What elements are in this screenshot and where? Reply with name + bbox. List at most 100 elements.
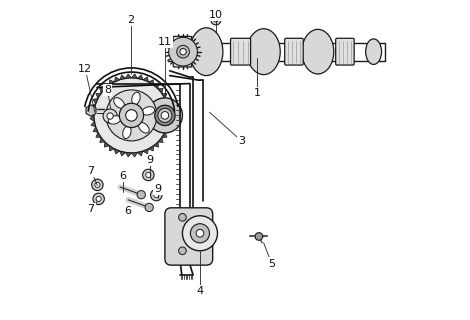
Text: 1: 1 [254, 88, 261, 98]
Polygon shape [137, 151, 143, 156]
Ellipse shape [139, 123, 149, 133]
Text: 9: 9 [154, 184, 162, 194]
Circle shape [106, 90, 157, 141]
Circle shape [95, 182, 100, 188]
FancyBboxPatch shape [173, 36, 192, 67]
Polygon shape [125, 153, 132, 157]
FancyBboxPatch shape [165, 208, 213, 265]
Text: 6: 6 [124, 206, 131, 216]
Polygon shape [104, 84, 110, 89]
Polygon shape [100, 138, 105, 142]
Polygon shape [165, 127, 170, 132]
Circle shape [142, 169, 154, 181]
Circle shape [137, 191, 145, 199]
Circle shape [177, 45, 189, 58]
Ellipse shape [114, 98, 125, 108]
Text: 9: 9 [146, 155, 154, 165]
Circle shape [214, 18, 218, 22]
Polygon shape [93, 98, 98, 104]
Ellipse shape [366, 39, 382, 64]
Polygon shape [137, 75, 143, 80]
Polygon shape [165, 98, 170, 104]
Circle shape [119, 103, 143, 127]
Polygon shape [143, 77, 149, 82]
Polygon shape [132, 74, 137, 78]
FancyBboxPatch shape [336, 38, 354, 65]
Polygon shape [114, 77, 120, 82]
Polygon shape [91, 121, 96, 127]
Circle shape [107, 113, 113, 119]
Text: 7: 7 [87, 204, 94, 214]
Ellipse shape [247, 29, 280, 75]
Polygon shape [91, 104, 96, 109]
Text: 4: 4 [196, 286, 204, 296]
Polygon shape [93, 127, 98, 132]
Polygon shape [100, 88, 105, 93]
Polygon shape [162, 132, 167, 138]
Circle shape [179, 247, 186, 255]
Polygon shape [90, 109, 94, 116]
Ellipse shape [190, 28, 223, 76]
Circle shape [180, 49, 186, 55]
Polygon shape [167, 104, 172, 109]
Text: 6: 6 [119, 171, 126, 181]
Text: 12: 12 [78, 64, 92, 74]
Polygon shape [86, 105, 96, 116]
Polygon shape [120, 75, 125, 80]
Ellipse shape [142, 107, 155, 115]
Circle shape [146, 172, 151, 178]
Polygon shape [149, 146, 154, 151]
Polygon shape [110, 80, 114, 85]
FancyBboxPatch shape [231, 38, 251, 65]
Text: 7: 7 [87, 165, 94, 175]
Circle shape [190, 224, 210, 243]
Polygon shape [96, 93, 101, 98]
Circle shape [169, 37, 197, 66]
Text: 8: 8 [104, 85, 111, 95]
Polygon shape [162, 93, 167, 98]
Polygon shape [90, 116, 94, 121]
Text: 5: 5 [268, 259, 275, 268]
Text: 3: 3 [238, 136, 245, 146]
Polygon shape [104, 142, 110, 147]
Polygon shape [149, 80, 154, 85]
Text: 11: 11 [158, 37, 172, 47]
Circle shape [211, 15, 221, 25]
Polygon shape [125, 74, 132, 78]
Circle shape [179, 213, 186, 221]
Text: 10: 10 [209, 10, 223, 20]
Polygon shape [96, 132, 101, 138]
Circle shape [154, 193, 159, 197]
Circle shape [103, 109, 117, 123]
Circle shape [148, 98, 182, 133]
Polygon shape [110, 146, 114, 151]
Circle shape [161, 112, 169, 119]
Polygon shape [132, 153, 137, 157]
Polygon shape [154, 142, 158, 147]
FancyBboxPatch shape [285, 38, 303, 65]
Circle shape [182, 216, 218, 251]
Circle shape [94, 78, 169, 153]
Polygon shape [169, 116, 173, 121]
Polygon shape [167, 121, 172, 127]
Polygon shape [120, 151, 125, 156]
Circle shape [150, 189, 162, 201]
Circle shape [158, 108, 172, 123]
Circle shape [92, 179, 103, 191]
Polygon shape [169, 109, 173, 116]
Circle shape [155, 105, 175, 125]
Circle shape [125, 110, 137, 121]
Text: 2: 2 [127, 15, 134, 25]
Circle shape [145, 203, 153, 212]
Circle shape [96, 196, 101, 201]
Polygon shape [154, 84, 158, 89]
Circle shape [255, 233, 263, 240]
Polygon shape [158, 138, 163, 142]
Polygon shape [158, 88, 163, 93]
Ellipse shape [108, 116, 121, 124]
Polygon shape [143, 149, 149, 154]
Ellipse shape [132, 92, 140, 105]
Circle shape [196, 229, 204, 237]
Polygon shape [114, 149, 120, 154]
Circle shape [93, 193, 104, 204]
